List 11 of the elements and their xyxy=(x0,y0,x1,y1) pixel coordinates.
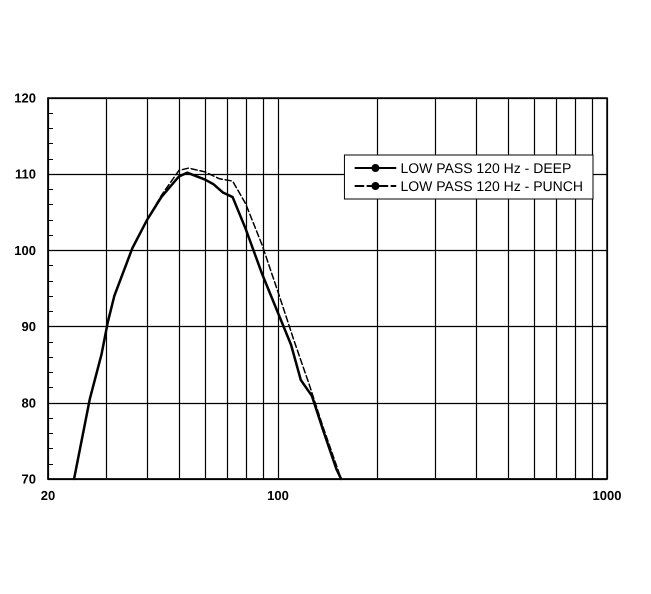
x-tick-label: 1000 xyxy=(592,488,622,503)
y-tick-label: 90 xyxy=(22,319,36,334)
y-tick-label: 70 xyxy=(22,472,36,486)
x-tick-label: 100 xyxy=(267,488,289,503)
legend-label: LOW PASS 120 Hz - PUNCH xyxy=(400,178,583,194)
x-tick-label: 20 xyxy=(40,488,56,503)
y-tick-label: 110 xyxy=(15,166,36,182)
y-tick-label: 120 xyxy=(14,90,36,106)
y-tick-label: 100 xyxy=(14,242,36,258)
y-tick-label: 80 xyxy=(22,395,36,410)
legend-label: LOW PASS 120 Hz - DEEP xyxy=(400,160,572,176)
